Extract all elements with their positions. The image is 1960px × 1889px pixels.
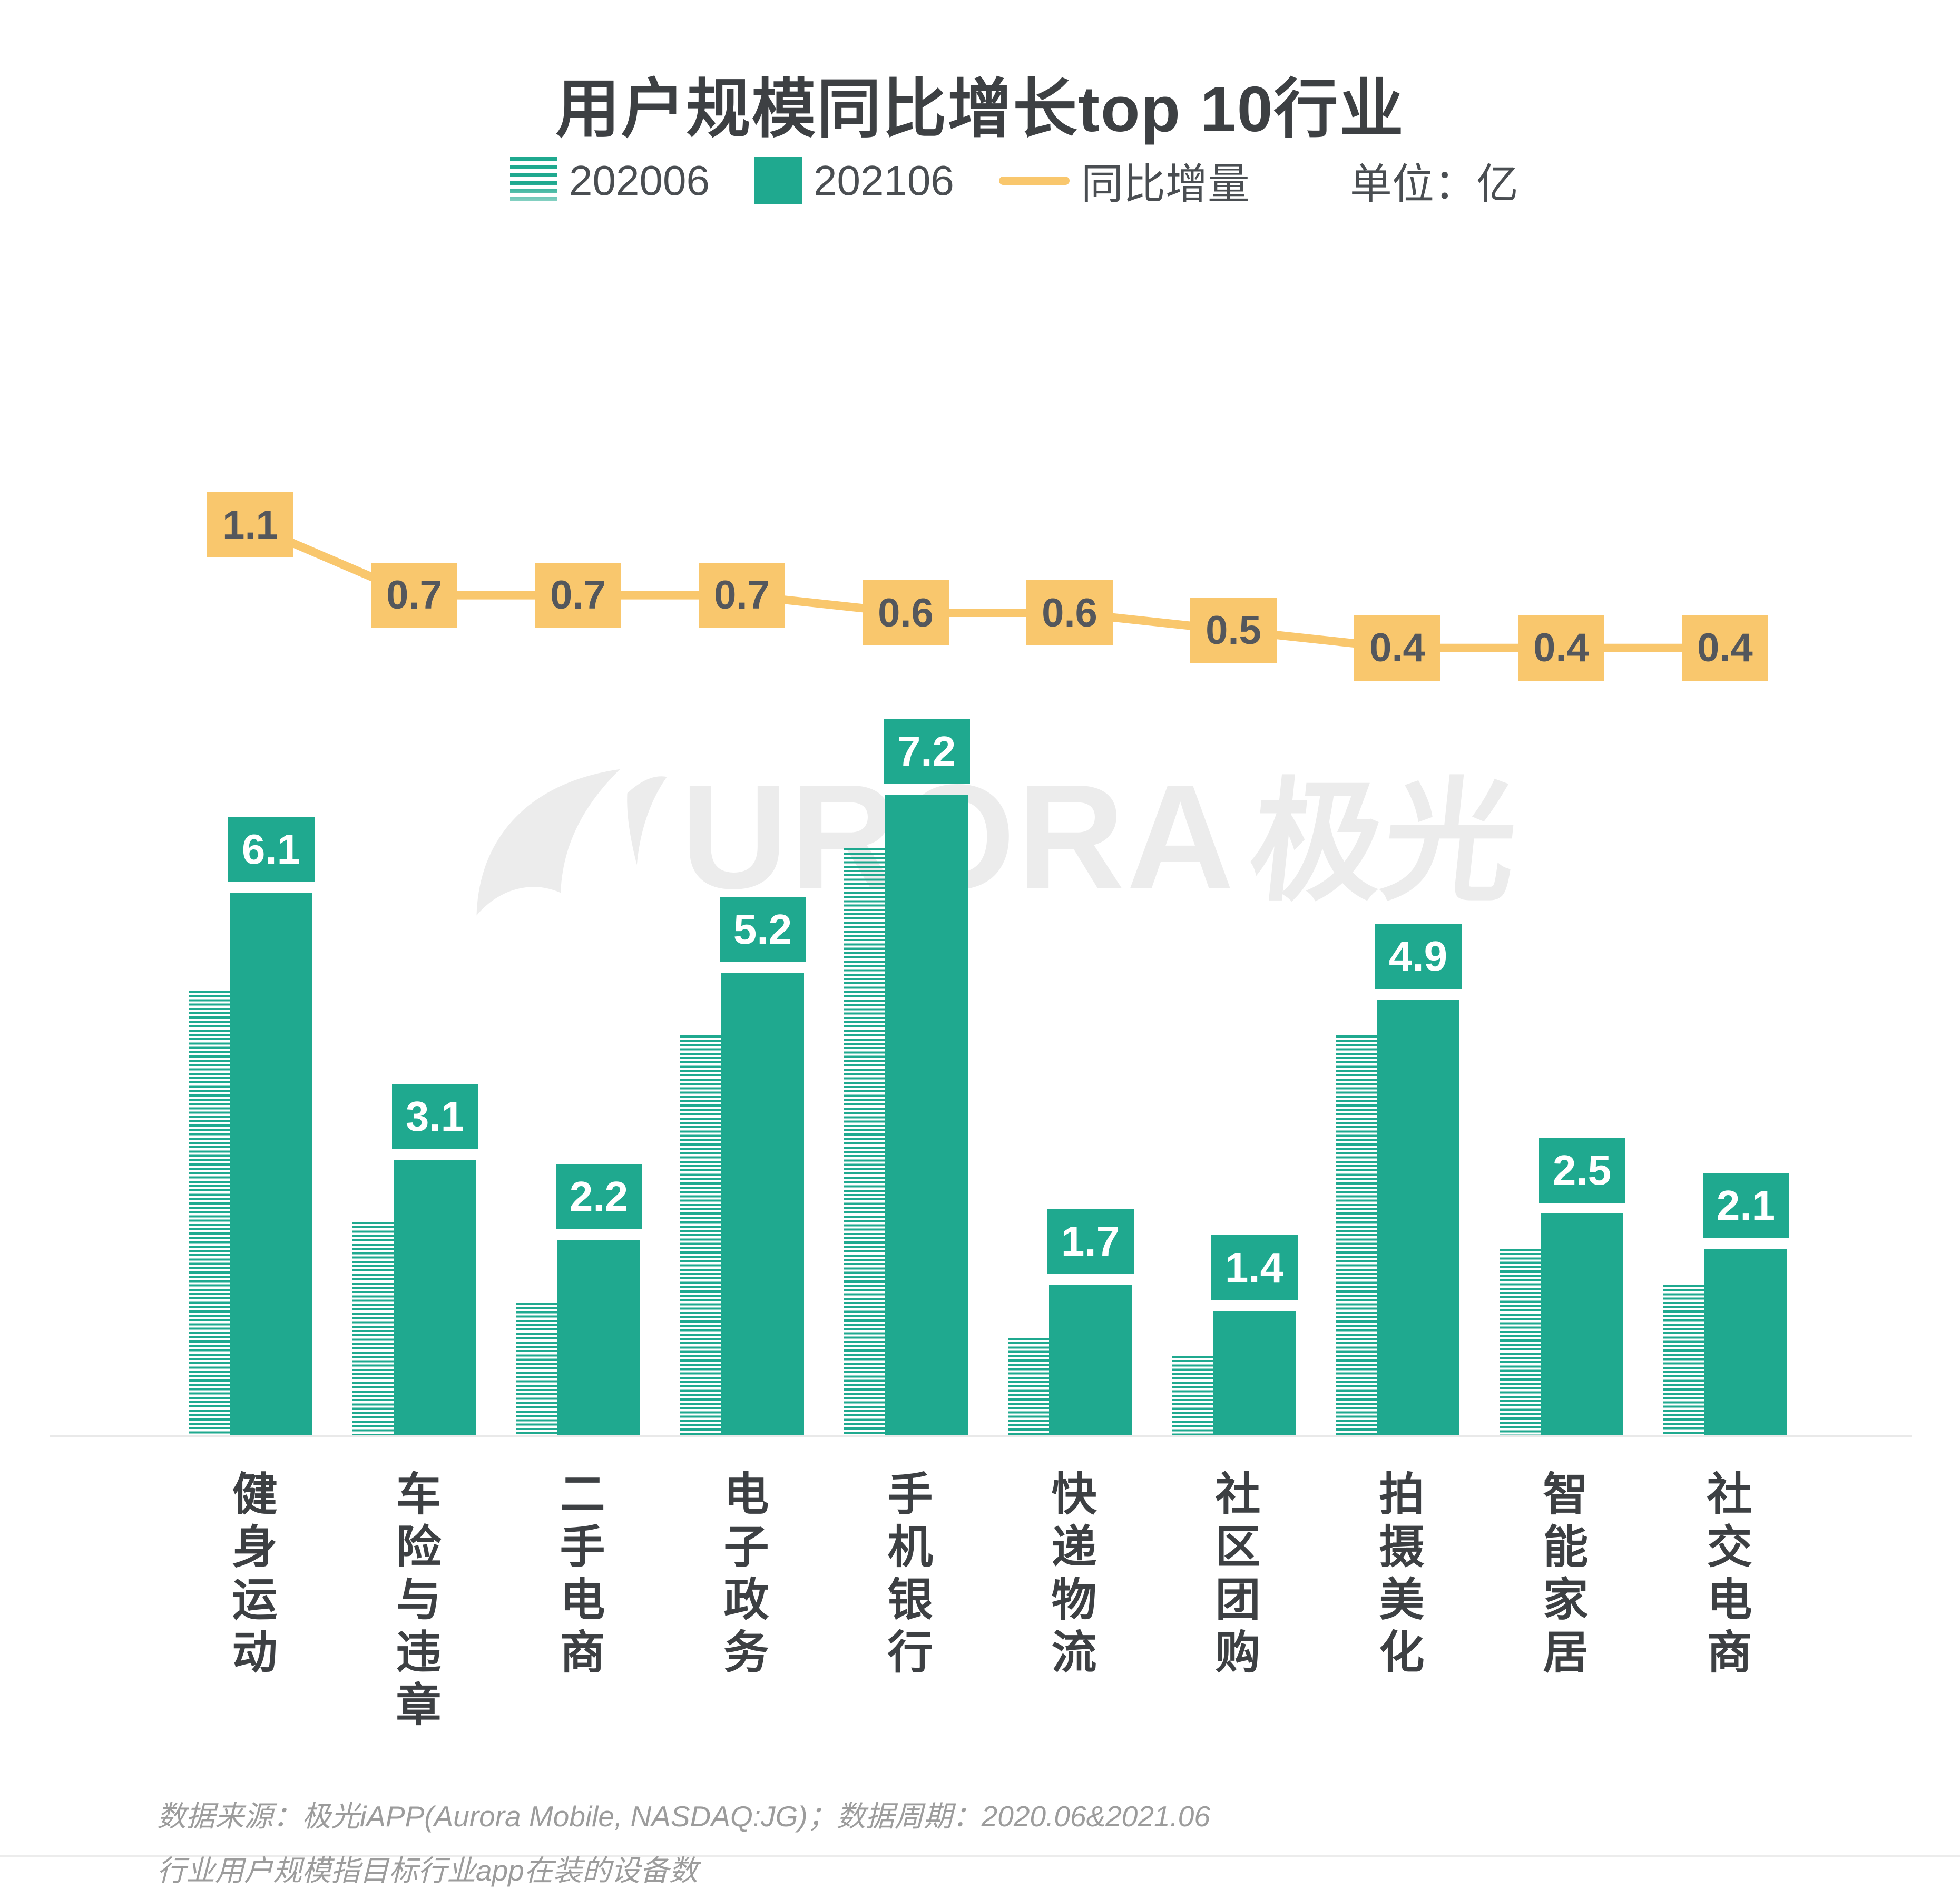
category-label: 手机银行 <box>880 1470 931 1681</box>
category-label: 社交电商 <box>1700 1470 1750 1681</box>
legend-label-202106: 202106 <box>813 157 954 204</box>
category-label: 智能家居 <box>1536 1470 1586 1681</box>
bar-value-label: 6.1 <box>228 817 315 883</box>
line-value-label: 0.6 <box>1026 580 1113 645</box>
legend-swatch-solid <box>754 157 802 204</box>
solid-bar-202106 <box>1377 999 1459 1436</box>
solid-bar-202106 <box>1541 1213 1623 1436</box>
line-value-label: 0.5 <box>1190 598 1277 663</box>
bar-value-label: 7.2 <box>883 719 970 785</box>
category-label: 电子政务 <box>717 1470 767 1681</box>
legend: 202006 202106 同比增量 单位：亿 <box>510 150 1518 211</box>
aurora-logo-swoosh <box>476 769 667 916</box>
footer-note: 行业用户规模指目标行业app在装的设备数 <box>157 1854 698 1887</box>
category-label: 快递物流 <box>1044 1470 1095 1681</box>
solid-bar-202106 <box>394 1160 476 1436</box>
striped-bar-202006 <box>516 1302 557 1436</box>
line-value-label: 1.1 <box>207 492 293 557</box>
category-label: 拍摄美化 <box>1372 1470 1423 1681</box>
bar-value-label: 1.4 <box>1211 1235 1298 1301</box>
striped-bar-202006 <box>1663 1284 1704 1436</box>
striped-bar-202006 <box>680 1035 721 1436</box>
striped-bar-202006 <box>844 848 885 1436</box>
solid-bar-202106 <box>230 893 312 1436</box>
solid-bar-202106 <box>1213 1311 1296 1436</box>
chart-title: 用户规模同比增长top 10行业 <box>555 73 1405 145</box>
legend-item-202106: 202106 <box>754 156 954 205</box>
line-value-label: 0.4 <box>1682 615 1768 681</box>
legend-label-202006: 202006 <box>569 157 710 204</box>
category-label: 社区团购 <box>1208 1470 1259 1681</box>
bar-value-label: 1.7 <box>1047 1208 1134 1274</box>
legend-item-202006: 202006 <box>510 156 710 205</box>
striped-bar-202006 <box>1336 1035 1377 1436</box>
striped-bar-202006 <box>1008 1338 1049 1436</box>
growth-line <box>246 521 1729 652</box>
striped-bar-202006 <box>189 991 230 1436</box>
bottom-divider <box>0 1855 1960 1857</box>
legend-swatch-striped <box>510 157 557 204</box>
bar-value-label: 5.2 <box>719 897 806 963</box>
solid-bar-202106 <box>885 795 968 1436</box>
bar-value-label: 2.1 <box>1702 1173 1789 1239</box>
solid-bar-202106 <box>1049 1284 1132 1436</box>
striped-bar-202006 <box>1500 1249 1541 1436</box>
bar-value-label: 2.5 <box>1538 1137 1625 1203</box>
legend-line-swatch <box>998 177 1070 185</box>
bar-value-label: 3.1 <box>391 1084 478 1150</box>
footer-source: 数据来源：极光iAPP(Aurora Mobile, NASDAQ:JG)；数据… <box>157 1800 1210 1833</box>
category-label: 车险与违章 <box>389 1470 439 1734</box>
bar-value-label: 4.9 <box>1375 923 1462 989</box>
line-value-label: 0.4 <box>1354 615 1440 681</box>
striped-bar-202006 <box>352 1222 394 1436</box>
bar-value-label: 2.2 <box>555 1164 642 1230</box>
line-value-label: 0.7 <box>699 562 785 628</box>
line-value-label: 0.7 <box>535 562 621 628</box>
category-label: 健身运动 <box>225 1470 276 1681</box>
solid-bar-202106 <box>557 1240 640 1436</box>
line-value-label: 0.6 <box>863 580 949 645</box>
x-axis-line <box>50 1435 1912 1437</box>
line-value-label: 0.4 <box>1518 615 1604 681</box>
category-label: 二手电商 <box>553 1470 603 1681</box>
legend-label-growth: 同比增量 <box>1081 161 1250 208</box>
legend-item-growth-line: 同比增量 <box>998 150 1250 211</box>
line-value-label: 0.7 <box>371 562 457 628</box>
solid-bar-202106 <box>721 973 804 1436</box>
solid-bar-202106 <box>1704 1249 1787 1436</box>
striped-bar-202006 <box>1172 1355 1213 1436</box>
unit-label: 单位：亿 <box>1349 161 1518 208</box>
